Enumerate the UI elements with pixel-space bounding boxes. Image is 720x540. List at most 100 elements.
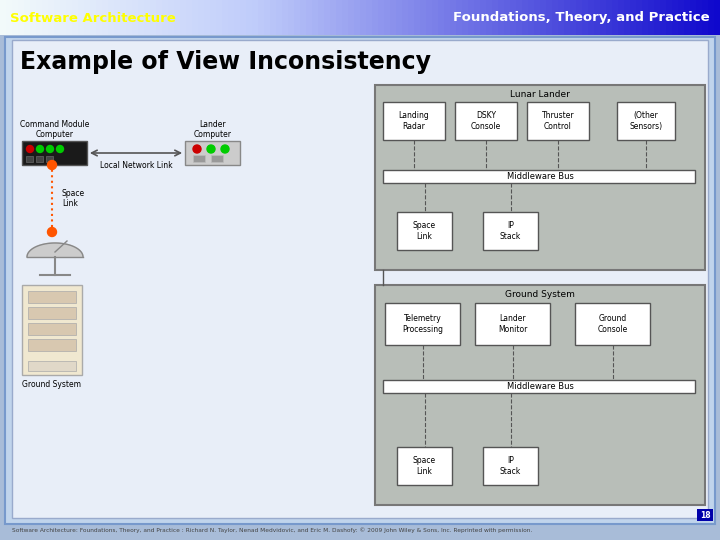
Bar (258, 0, 265, 35)
Circle shape (193, 145, 201, 153)
Bar (96, 0, 103, 35)
Bar (28, 339, 76, 351)
Text: IP
Stack: IP Stack (500, 221, 521, 241)
Bar (60, 0, 67, 35)
Bar (714, 0, 720, 35)
Bar (475, 303, 550, 345)
Bar (624, 0, 631, 35)
Bar (102, 0, 109, 35)
Text: Ground System: Ground System (22, 380, 81, 389)
Bar (582, 0, 589, 35)
Bar (300, 0, 307, 35)
Bar (12, 0, 19, 35)
Bar (28, 323, 76, 335)
Bar (180, 0, 187, 35)
Text: (Other
Sensors): (Other Sensors) (629, 111, 662, 131)
Text: Middleware Bus: Middleware Bus (507, 382, 573, 391)
Bar (462, 0, 469, 35)
Bar (672, 0, 679, 35)
Bar (678, 0, 685, 35)
Bar (396, 0, 403, 35)
Text: Command Module
Computer: Command Module Computer (20, 119, 89, 139)
Bar (456, 0, 463, 35)
Bar (576, 0, 583, 35)
Bar (162, 0, 169, 35)
Text: 18: 18 (700, 510, 711, 519)
Bar (612, 0, 619, 35)
Bar (684, 0, 691, 35)
Bar (132, 0, 139, 35)
Text: Foundations, Theory, and Practice: Foundations, Theory, and Practice (454, 11, 710, 24)
Bar (186, 0, 193, 35)
Text: Software Architecture: Foundations, Theory, and Practice : Richard N. Taylor, Ne: Software Architecture: Foundations, Theo… (12, 527, 532, 533)
Text: DSKY
Console: DSKY Console (471, 111, 501, 131)
Bar (654, 0, 661, 35)
Circle shape (37, 145, 43, 152)
Bar (690, 0, 697, 35)
Bar (120, 0, 127, 35)
Bar (174, 0, 181, 35)
Bar (575, 303, 650, 345)
Bar (36, 0, 43, 35)
Text: Lander
Computer: Lander Computer (194, 119, 232, 139)
Bar (558, 0, 565, 35)
Bar (375, 285, 705, 505)
Bar (42, 0, 49, 35)
Bar (54, 0, 61, 35)
Bar (527, 102, 589, 140)
Bar (288, 0, 295, 35)
Bar (600, 0, 607, 35)
Bar (28, 291, 76, 303)
Bar (570, 0, 577, 35)
Text: Landing
Radar: Landing Radar (399, 111, 429, 131)
Text: Lander
Monitor: Lander Monitor (498, 314, 527, 334)
Bar (48, 0, 55, 35)
Bar (702, 0, 709, 35)
Bar (468, 0, 475, 35)
Bar (606, 0, 613, 35)
Bar (336, 0, 343, 35)
Bar (204, 0, 211, 35)
Bar (474, 0, 481, 35)
Bar (6, 0, 13, 35)
Bar (66, 0, 73, 35)
Text: Telemetry
Processing: Telemetry Processing (402, 314, 443, 334)
Text: IP
Stack: IP Stack (500, 456, 521, 476)
Bar (294, 0, 301, 35)
Bar (193, 155, 205, 162)
Circle shape (48, 160, 56, 170)
Bar (432, 0, 439, 35)
Bar (383, 102, 445, 140)
Bar (126, 0, 133, 35)
Bar (211, 155, 223, 162)
Polygon shape (27, 243, 83, 257)
Bar (252, 0, 259, 35)
Bar (330, 0, 337, 35)
Bar (375, 85, 705, 270)
Bar (234, 0, 241, 35)
Bar (22, 285, 82, 375)
Bar (12, 40, 708, 518)
Bar (617, 102, 675, 140)
Bar (22, 141, 87, 165)
Bar (498, 0, 505, 35)
Circle shape (47, 145, 53, 152)
Text: Ground
Console: Ground Console (598, 314, 628, 334)
Bar (385, 303, 460, 345)
Bar (28, 361, 76, 371)
Bar (534, 0, 541, 35)
Bar (78, 0, 85, 35)
Bar (28, 307, 76, 319)
Bar (390, 0, 397, 35)
Bar (24, 0, 31, 35)
Bar (84, 0, 91, 35)
Bar (324, 0, 331, 35)
Bar (46, 156, 53, 162)
Bar (312, 0, 319, 35)
Bar (455, 102, 517, 140)
Bar (414, 0, 421, 35)
Bar (483, 447, 538, 485)
Bar (450, 0, 457, 35)
Bar (516, 0, 523, 35)
Bar (18, 0, 25, 35)
